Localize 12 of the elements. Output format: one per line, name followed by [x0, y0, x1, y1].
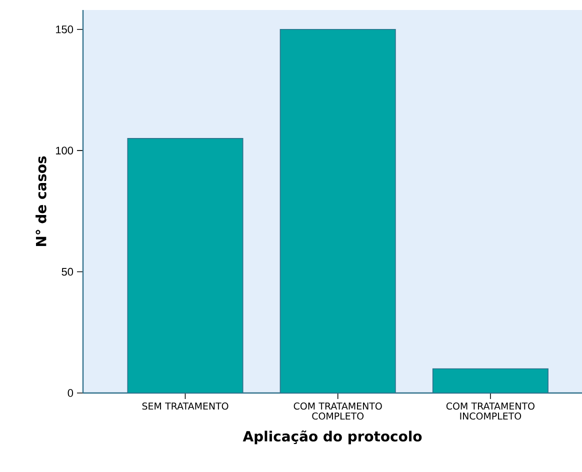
- y-tick-label: 50: [62, 268, 74, 276]
- bar: [432, 368, 548, 393]
- x-axis-title: Aplicação do protocolo: [242, 430, 422, 444]
- y-tick-label: 100: [56, 146, 74, 154]
- y-tick-label: 150: [56, 26, 74, 34]
- y-tick-label: 0: [68, 389, 74, 397]
- x-tick-label: SEM TRATAMENTO: [142, 402, 228, 410]
- x-tick-label: COM TRATAMENTO INCOMPLETO: [446, 402, 534, 420]
- x-tick-label: COM TRATAMENTO COMPLETO: [294, 402, 382, 420]
- bar: [280, 28, 396, 393]
- bar: [127, 138, 244, 393]
- y-axis-title: N° de casos: [36, 156, 46, 246]
